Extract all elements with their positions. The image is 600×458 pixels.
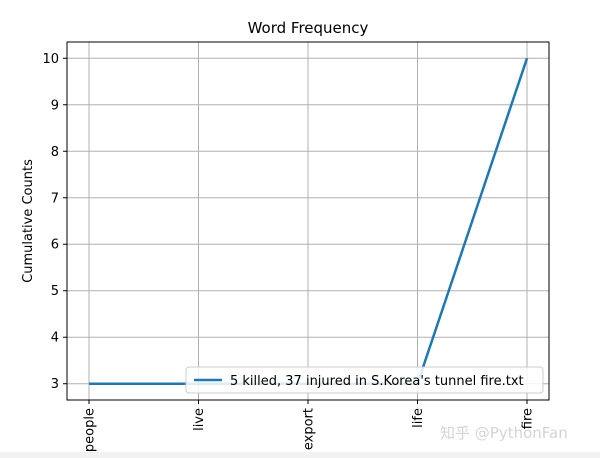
legend: 5 killed, 37 injured in S.Korea's tunnel… bbox=[185, 366, 544, 394]
y-tick-label: 4 bbox=[51, 331, 59, 346]
y-tick-label: 10 bbox=[42, 52, 59, 67]
watermark: 知乎 @PythonFan bbox=[440, 424, 568, 442]
y-tick-label: 8 bbox=[51, 145, 59, 160]
y-axis-label: Cumulative Counts bbox=[21, 159, 36, 283]
grid bbox=[67, 42, 549, 400]
legend-label: 5 killed, 37 injured in S.Korea's tunnel… bbox=[230, 374, 524, 389]
chart-title: Word Frequency bbox=[248, 19, 369, 37]
x-tick-label: export bbox=[302, 408, 317, 450]
y-tick-label: 7 bbox=[51, 191, 59, 206]
x-tick-label: life bbox=[411, 408, 426, 428]
x-axis: people live export life fire bbox=[83, 400, 536, 452]
y-tick-label: 6 bbox=[51, 238, 59, 253]
y-axis: 3 4 5 6 7 8 9 10 bbox=[42, 52, 67, 392]
x-tick-label: people bbox=[83, 408, 98, 452]
bottom-strip bbox=[0, 452, 600, 458]
y-tick-label: 3 bbox=[51, 377, 59, 392]
x-tick-label: live bbox=[192, 408, 207, 431]
y-tick-label: 9 bbox=[51, 98, 59, 113]
legend-box bbox=[185, 366, 544, 394]
y-tick-label: 5 bbox=[51, 284, 59, 299]
x-tick-label: fire bbox=[521, 408, 536, 429]
